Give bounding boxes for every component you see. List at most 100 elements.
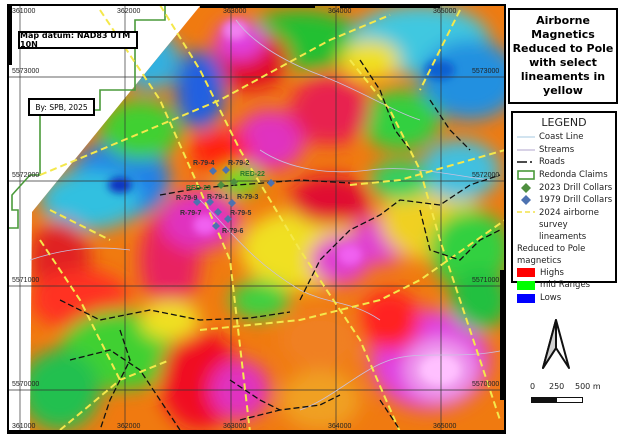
stream-symbol-icon <box>517 145 535 155</box>
frame-tick <box>340 4 440 8</box>
legend-1979-collars: 1979 Drill Collars <box>513 194 615 207</box>
drill-collar-diamond-icon[interactable] <box>224 215 232 223</box>
legend-streams: Streams <box>513 144 615 157</box>
coast-line-symbol-icon <box>517 132 535 142</box>
magnetic-anomaly <box>338 245 362 265</box>
legend-2023-collars: 2023 Drill Collars <box>513 181 615 194</box>
drill-collar-diamond-icon[interactable] <box>209 167 217 175</box>
green-diamond-icon <box>517 182 535 193</box>
magnetic-anomaly <box>280 310 360 370</box>
magnetic-anomaly <box>360 290 420 350</box>
easting-label-bottom: 364000 <box>328 423 352 430</box>
easting-label-top: 363000 <box>223 8 247 15</box>
northing-label-right: 5571000 <box>472 277 500 284</box>
magnetic-anomaly <box>290 175 370 225</box>
easting-label-top: 362000 <box>117 8 141 15</box>
legend: LEGEND Coast Line Streams Roads Redonda … <box>511 111 617 303</box>
magnetic-anomaly <box>223 20 247 40</box>
drill-hole-label: R-79-5 <box>230 210 252 217</box>
ramp-title: Reduced to Pole magnetics <box>517 243 586 266</box>
northing-label-left: 5571000 <box>12 277 40 284</box>
scale-label: 500 m <box>575 382 601 391</box>
legend-label: Lows <box>540 293 562 304</box>
author-text: By: SPB, 2025 <box>35 102 88 112</box>
northing-label-right: 5570000 <box>472 381 500 388</box>
scale-label: 0 <box>530 382 536 391</box>
easting-label-bottom: 361000 <box>12 423 36 430</box>
map-title: Airborne Magnetics Reduced to Pole with … <box>508 8 618 104</box>
magnetic-anomaly <box>100 100 180 160</box>
drill-hole-label: RED-22 <box>240 171 265 178</box>
legend-claims: Redonda Claims <box>513 169 615 182</box>
frame-tick <box>8 430 505 434</box>
drill-collar-diamond-icon[interactable] <box>228 199 236 207</box>
magnetic-anomaly <box>230 280 290 320</box>
magnetic-anomaly <box>340 40 400 80</box>
drill-hole-label: RED-23 <box>186 185 211 192</box>
magnetic-anomaly <box>280 370 360 430</box>
northing-label-left: 5573000 <box>12 68 40 75</box>
easting-label-bottom: 363000 <box>223 423 247 430</box>
drill-collar-diamond-icon[interactable] <box>212 222 220 230</box>
magnetic-anomaly <box>420 355 460 385</box>
legend-highs: Highs <box>513 267 615 280</box>
drill-collar-diamond-icon[interactable] <box>217 181 225 189</box>
legend-coast-line: Coast Line <box>513 131 615 144</box>
drill-collar-diamond-icon[interactable] <box>222 166 230 174</box>
legend-title: LEGEND <box>541 116 587 129</box>
legend-label: Highs <box>540 267 564 278</box>
drill-collar-diamond-icon[interactable] <box>193 198 201 206</box>
northing-label-left: 5572000 <box>12 172 40 179</box>
magnetic-anomaly <box>140 300 200 340</box>
legend-lineaments: 2024 airborne survey lineaments <box>513 207 615 243</box>
lineaments <box>39 4 506 433</box>
legend-mid: mid Ranges <box>513 279 615 292</box>
easting-label-bottom: 362000 <box>117 423 141 430</box>
drill-hole-label: R-79-3 <box>237 194 259 201</box>
legend-label: 2023 Drill Collars <box>539 182 613 193</box>
magnetic-anomaly <box>450 270 505 330</box>
frame-tick <box>200 4 315 8</box>
north-arrow-icon <box>542 319 570 369</box>
title-line: yellow <box>543 84 583 97</box>
drill-hole-label: R-79-2 <box>228 160 250 167</box>
northing-label-left: 5570000 <box>12 381 40 388</box>
map-datum-text: Map datum: NAD83 UTM 10N <box>20 31 131 49</box>
northing-label-right: 5573000 <box>472 68 500 75</box>
drill-collar-diamond-icon[interactable] <box>206 198 214 206</box>
lows-swatch <box>517 293 535 303</box>
magnetic-anomaly <box>420 140 500 200</box>
northing-label-right: 5572000 <box>472 172 500 179</box>
legend-lows: Lows <box>513 292 615 305</box>
highs-swatch <box>517 268 535 278</box>
title-line: with select <box>529 56 597 69</box>
drill-hole-label: R-79-7 <box>180 210 202 217</box>
drill-collar-diamond-icon[interactable] <box>267 179 275 187</box>
easting-label-top: 364000 <box>328 8 352 15</box>
scale-bar-graphic <box>531 397 583 403</box>
drill-collar-diamond-icon[interactable] <box>214 208 222 216</box>
magnetic-anomaly <box>220 165 260 195</box>
drill-collar-diamond-icon[interactable] <box>230 178 238 186</box>
legend-label: mid Ranges <box>540 280 591 291</box>
legend-label: Roads <box>539 157 565 168</box>
easting-label-bottom: 365000 <box>433 423 457 430</box>
legend-roads: Roads <box>513 156 615 169</box>
blue-diamond-icon <box>517 195 535 206</box>
magnetic-anomaly <box>193 215 217 235</box>
roads <box>59 59 501 431</box>
legend-label: Redonda Claims <box>539 170 608 181</box>
easting-label-top: 365000 <box>433 8 457 15</box>
title-line: lineaments in <box>520 70 606 83</box>
lineament-symbol-icon <box>517 207 535 217</box>
drill-hole-label: R-79-4 <box>193 160 215 167</box>
legend-label: 1979 Drill Collars <box>539 195 613 206</box>
magnetic-anomaly <box>175 50 225 130</box>
magnetic-anomaly <box>108 177 132 193</box>
legend-label: Coast Line <box>539 132 584 143</box>
magnetic-anomaly <box>420 40 505 120</box>
scale-label: 250 <box>549 382 565 391</box>
mid-swatch <box>517 280 535 290</box>
easting-label-top: 361000 <box>12 8 36 15</box>
author-label: By: SPB, 2025 <box>28 98 95 116</box>
